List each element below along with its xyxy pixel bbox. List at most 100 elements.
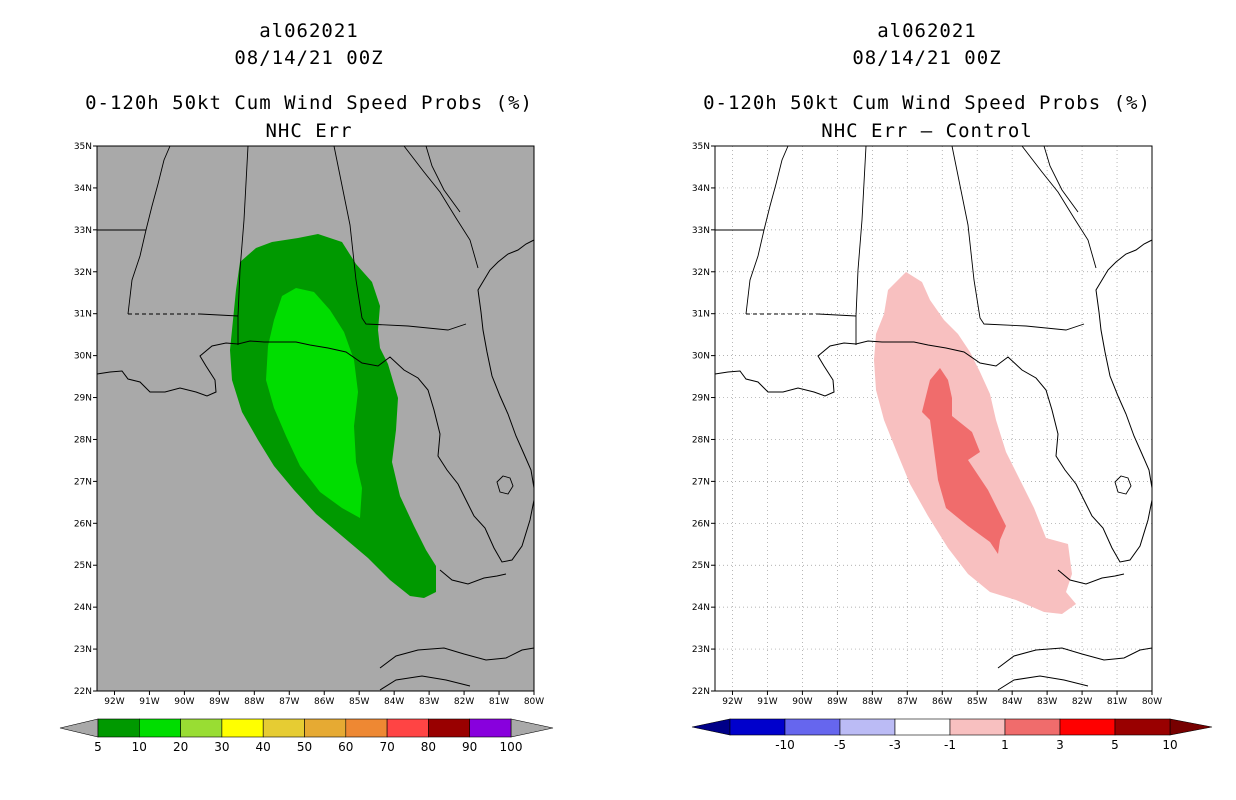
colorbar-swatch: [784, 718, 841, 736]
colorbar-swatch: [180, 718, 223, 738]
colorbar-label: -1: [944, 738, 956, 752]
right-axis-ticks: 35N 34N 33N 32N 31N 30N 29N 28N 27N 26N 25N 24N 23N 2…: [692, 142, 1162, 707]
colorbar-label: -10: [775, 738, 795, 752]
colorbar-swatch: [1114, 718, 1171, 736]
lat-tick-label: 23N: [74, 645, 92, 655]
colorbar-swatch: [139, 718, 181, 738]
lat-tick-label: 30N: [74, 352, 92, 362]
left-datetime: 08/14/21 00Z: [234, 47, 384, 69]
lat-tick-label: 30N: [692, 352, 710, 362]
lon-tick-label: 88W: [244, 697, 264, 707]
lon-tick-label: 92W: [104, 697, 124, 707]
left-axis-ticks: 35N 34N 33N 32N 31N 30N 29N 28N 27N 26N 25N 24N 23N 2…: [74, 142, 544, 707]
lat-tick-label: 29N: [74, 394, 92, 404]
lon-tick-label: 85W: [349, 697, 369, 707]
lat-tick-label: 31N: [692, 310, 710, 320]
state-border: [237, 145, 249, 345]
colorbar-high-arrow: [1169, 718, 1213, 736]
lon-tick-label: 89W: [209, 697, 229, 707]
colorbar-low-arrow: [691, 718, 731, 736]
colorbar-label: 100: [500, 740, 523, 754]
colorbar-label: 20: [173, 740, 188, 754]
lat-tick-label: 35N: [74, 142, 92, 152]
state-border: [1043, 145, 1079, 213]
colorbar-swatch: [1004, 718, 1061, 736]
colorbar-swatch: [729, 718, 786, 736]
lat-tick-label: 22N: [74, 687, 92, 697]
state-border: [403, 145, 479, 269]
colorbar-label: 50: [297, 740, 312, 754]
colorbar-label: 10: [132, 740, 147, 754]
lat-tick-label: 25N: [692, 561, 710, 571]
left-storm-id: al062021: [259, 20, 359, 42]
colorbar-label: 90: [462, 740, 477, 754]
right-map-frame: [714, 145, 1153, 692]
coastline: [477, 239, 535, 489]
state-border: [745, 145, 789, 315]
coastline: [379, 675, 471, 691]
lake-okeechobee: [496, 475, 514, 495]
lat-tick-label: 35N: [692, 142, 710, 152]
coastline: [997, 675, 1089, 691]
lon-tick-label: 87W: [897, 697, 917, 707]
lat-tick-label: 34N: [74, 184, 92, 194]
colorbar-label: 3: [1056, 738, 1064, 752]
lon-tick-label: 80W: [524, 697, 544, 707]
lake-okeechobee: [1114, 475, 1132, 495]
state-border: [425, 145, 461, 213]
colorbar-swatch: [386, 718, 429, 738]
colorbar-label: 30: [214, 740, 229, 754]
colorbar-label: -3: [889, 738, 901, 752]
lat-tick-label: 31N: [74, 310, 92, 320]
lon-tick-label: 81W: [1107, 697, 1127, 707]
state-border: [855, 145, 867, 345]
lon-tick-label: 90W: [792, 697, 812, 707]
left-coastlines-borders: [96, 145, 535, 691]
lon-tick-label: 88W: [862, 697, 882, 707]
coastline: [379, 647, 535, 669]
colorbar-label: 60: [338, 740, 353, 754]
lat-tick-label: 26N: [692, 519, 710, 529]
lon-tick-label: 85W: [967, 697, 987, 707]
lat-tick-label: 34N: [692, 184, 710, 194]
lon-tick-label: 87W: [279, 697, 299, 707]
lat-tick-label: 33N: [692, 226, 710, 236]
lat-tick-label: 23N: [692, 645, 710, 655]
colorbar-label: -5: [834, 738, 846, 752]
colorbar-label: 40: [256, 740, 271, 754]
colorbar-swatch: [221, 718, 264, 738]
lon-tick-label: 89W: [827, 697, 847, 707]
lon-tick-label: 90W: [174, 697, 194, 707]
right-panel: al062021 08/14/21 00Z 0-120h 50kt Cum Wi…: [618, 0, 1236, 800]
right-storm-id: al062021: [877, 20, 977, 42]
lon-tick-label: 86W: [314, 697, 334, 707]
lon-tick-label: 82W: [454, 697, 474, 707]
right-colorbar: -10 -5 -3 -1 1 3 5 10: [691, 718, 1213, 752]
left-colorbar: 5 10 20 30 40 50 60 70 80 90 100: [59, 718, 554, 754]
left-subtitle: NHC Err: [265, 120, 353, 142]
lon-tick-label: 84W: [1002, 697, 1022, 707]
lat-tick-label: 28N: [692, 435, 710, 445]
lat-tick-label: 24N: [692, 603, 710, 613]
coastline: [1057, 569, 1125, 585]
state-border: [127, 145, 171, 315]
left-title: 0-120h 50kt Cum Wind Speed Probs (%): [85, 92, 533, 114]
colorbar-label: 5: [94, 740, 102, 754]
colorbar-label: 80: [421, 740, 436, 754]
right-coastlines-borders: [714, 145, 1153, 691]
lon-tick-label: 80W: [1142, 697, 1162, 707]
colorbar-swatch: [839, 718, 896, 736]
colorbar-label: 70: [379, 740, 394, 754]
colorbar-swatch: [469, 718, 512, 738]
lat-tick-label: 27N: [74, 477, 92, 487]
colorbar-label: 5: [1111, 738, 1119, 752]
lon-tick-label: 91W: [757, 697, 777, 707]
prob-10-20-region: [266, 288, 362, 518]
left-map-svg: 35N 34N 33N 32N 31N 30N 29N 28N 27N 26N 25N 24N 23N 2…: [59, 142, 554, 754]
lat-tick-label: 33N: [74, 226, 92, 236]
lat-tick-label: 32N: [692, 268, 710, 278]
state-border: [817, 313, 857, 317]
colorbar-high-arrow: [510, 718, 554, 738]
right-title: 0-120h 50kt Cum Wind Speed Probs (%): [703, 92, 1151, 114]
right-map-svg: 35N 34N 33N 32N 31N 30N 29N 28N 27N 26N 25N 24N 23N 2…: [691, 142, 1213, 752]
